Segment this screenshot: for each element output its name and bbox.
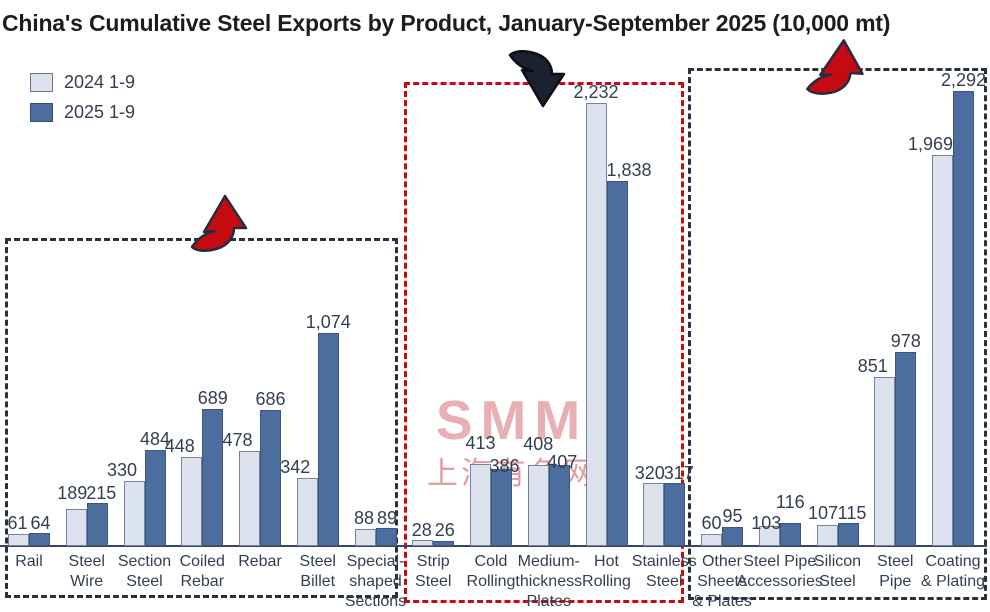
- bar-2024-rail: [8, 534, 29, 546]
- bar-2025-hot-rolling: [606, 181, 628, 546]
- value-label-2025-steel-billet: 1,074: [305, 312, 351, 332]
- bar-2024-hot-rolling: [585, 103, 607, 546]
- bar-2025-section-steel: [144, 450, 166, 546]
- trend-down-arrow-icon: [508, 50, 566, 108]
- value-label-2025-coating-plating: 2,292: [940, 70, 987, 90]
- value-label-2024-rebar: 478: [222, 430, 253, 450]
- category-label-steel-pipe: Steel Pipe: [877, 553, 914, 590]
- value-label-2024-steel-pipe-accessories: 103: [751, 513, 782, 533]
- value-label-2025-stainless-steel: 317: [663, 463, 694, 483]
- bar-2025-special-shaped-sections: [375, 528, 397, 546]
- value-label-2025-rail: 64: [30, 513, 51, 533]
- category-label-coiled-rebar: Coiled Rebar: [179, 553, 225, 590]
- category-label-rebar: Rebar: [238, 553, 282, 570]
- category-label-other-sheets-plates: Other Sheets & Plates: [692, 553, 752, 610]
- bar-2024-steel-billet: [296, 478, 318, 546]
- bar-2025-coating-plating: [953, 91, 974, 546]
- bar-2024-coating-plating: [932, 155, 953, 546]
- x-axis-line: [0, 545, 987, 547]
- category-label-special-shaped-sections: Special-shaped Sections: [344, 553, 407, 610]
- bar-2025-steel-billet: [317, 333, 339, 546]
- value-label-2024-steel-pipe: 851: [857, 356, 888, 376]
- category-label-strip-steel: Strip Steel: [415, 553, 452, 590]
- value-label-2024-section-steel: 330: [106, 460, 138, 480]
- legend-swatch-2025: [30, 103, 53, 122]
- bar-2025-medium-thickness-plates: [548, 465, 570, 546]
- category-label-cold-rolling: Cold Rolling: [466, 553, 516, 590]
- value-label-2025-cold-rolling: 386: [489, 456, 520, 476]
- bar-2025-steel-pipe: [895, 352, 917, 546]
- value-label-2024-rail: 61: [7, 513, 28, 533]
- category-label-rail: Rail: [15, 553, 43, 570]
- value-label-2024-strip-steel: 28: [411, 520, 432, 540]
- bar-2024-cold-rolling: [470, 464, 491, 546]
- value-label-2024-hot-rolling: 2,232: [573, 82, 619, 102]
- value-label-2025-steel-pipe-accessories: 116: [775, 492, 805, 512]
- trend-up-arrow-icon: [190, 194, 248, 252]
- category-label-coating-plating: Coating & Plating: [920, 553, 986, 590]
- value-label-2025-section-steel: 484: [139, 429, 171, 449]
- category-label-section-steel: Section Steel: [117, 553, 172, 590]
- category-label-silicon-steel: Silicon Steel: [813, 553, 862, 590]
- value-label-2025-steel-wire: 215: [86, 483, 117, 503]
- bar-2024-stainless-steel: [643, 483, 665, 546]
- value-label-2025-silicon-steel: 115: [837, 503, 867, 523]
- bar-2024-medium-thickness-plates: [527, 465, 549, 546]
- bar-2024-silicon-steel: [816, 525, 838, 546]
- legend-label-2024: 2024 1-9: [64, 72, 136, 92]
- value-label-2025-strip-steel: 26: [434, 520, 455, 540]
- bar-2025-strip-steel: [433, 541, 455, 546]
- bar-2024-section-steel: [123, 481, 145, 546]
- value-label-2024-coiled-rebar: 448: [164, 436, 195, 456]
- bar-2025-steel-pipe-accessories: [779, 523, 801, 546]
- bar-2024-steel-pipe-accessories: [758, 526, 780, 546]
- value-label-2024-cold-rolling: 413: [465, 433, 496, 453]
- category-label-hot-rolling: Hot Rolling: [582, 553, 631, 590]
- value-label-2024-stainless-steel: 320: [634, 463, 665, 483]
- legend-label-2025: 2025 1-9: [64, 102, 136, 122]
- bar-2025-silicon-steel: [837, 523, 859, 546]
- category-label-steel-billet: Steel Billet: [299, 553, 336, 590]
- legend-swatch-2024: [30, 73, 53, 92]
- bar-2024-steel-wire: [65, 509, 87, 546]
- bar-2025-other-sheets-plates: [722, 527, 743, 546]
- value-label-2024-special-shaped-sections: 88: [353, 508, 375, 528]
- legend-item-2024: 2024 1-9: [30, 72, 135, 93]
- trend-up-arrow-icon: [806, 39, 864, 95]
- value-label-2024-silicon-steel: 107: [807, 503, 839, 523]
- chart-title: China's Cumulative Steel Exports by Prod…: [2, 10, 891, 36]
- value-label-2024-other-sheets-plates: 60: [701, 513, 722, 533]
- category-label-medium-thickness-plates: Medium-thickness Plates: [515, 553, 583, 610]
- value-label-2025-rebar: 686: [255, 389, 286, 409]
- bar-2024-other-sheets-plates: [701, 534, 722, 546]
- value-label-2024-coating-plating: 1,969: [907, 134, 954, 154]
- value-label-2025-medium-thickness-plates: 407: [547, 452, 578, 472]
- value-label-2024-steel-billet: 342: [280, 457, 311, 477]
- value-label-2025-coiled-rebar: 689: [197, 388, 228, 408]
- watermark-smm: SMM: [435, 389, 589, 451]
- value-label-2025-hot-rolling: 1,838: [606, 160, 652, 180]
- value-label-2025-other-sheets-plates: 95: [722, 506, 743, 526]
- category-label-steel-wire: Steel Wire: [68, 553, 105, 590]
- bar-2024-strip-steel: [412, 540, 434, 546]
- bar-2025-rebar: [260, 410, 281, 546]
- bar-2024-rebar: [239, 451, 260, 546]
- bar-2025-steel-wire: [86, 503, 108, 546]
- bar-2025-coiled-rebar: [202, 409, 224, 546]
- bar-2024-coiled-rebar: [181, 457, 203, 546]
- bar-2025-stainless-steel: [664, 483, 686, 546]
- value-label-2024-medium-thickness-plates: 408: [523, 434, 554, 454]
- value-label-2025-steel-pipe: 978: [890, 331, 921, 351]
- bar-2024-special-shaped-sections: [354, 529, 376, 546]
- category-label-stainless-steel: Stainless Steel: [631, 553, 697, 590]
- bar-2025-rail: [29, 533, 50, 546]
- value-label-2024-steel-wire: 189: [57, 483, 88, 503]
- bar-2025-cold-rolling: [491, 469, 512, 546]
- legend-item-2025: 2025 1-9: [30, 102, 135, 123]
- bar-2024-steel-pipe: [874, 377, 896, 546]
- value-label-2025-special-shaped-sections: 89: [376, 508, 398, 528]
- category-label-steel-pipe-accessories: Steel Pipe Accessories: [736, 553, 823, 590]
